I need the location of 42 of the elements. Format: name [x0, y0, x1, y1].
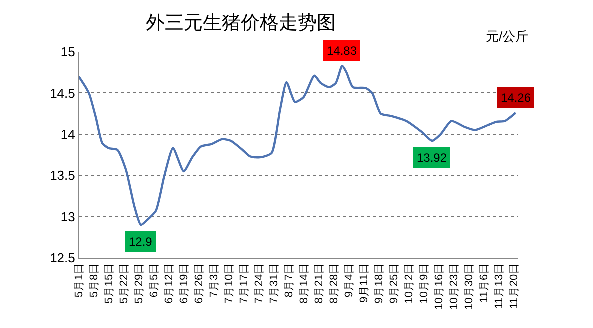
x-tick-label: 5月1日 [74, 263, 86, 298]
x-tick-label: 5月22日 [118, 263, 131, 304]
x-tick-label: 7月17日 [238, 263, 250, 304]
x-tick-label: 5月8日 [88, 263, 101, 298]
x-tick-label: 10月9日 [418, 263, 430, 304]
y-tick-label: 13.5 [50, 168, 76, 184]
x-tick-label: 8月21日 [313, 263, 326, 304]
x-tick-label: 11月13日 [493, 263, 506, 310]
y-tick-label: 13 [60, 209, 76, 224]
x-tick-label: 9月4日 [343, 263, 356, 298]
annotation: 12.9 [129, 235, 153, 249]
x-tick-label: 11月6日 [478, 263, 490, 303]
x-tick-label: 7月24日 [253, 263, 266, 304]
y-tick-label: 15 [60, 44, 76, 60]
x-tick-label: 7月31日 [268, 263, 280, 304]
chart-title: 外三元生猪价格走势图 [146, 12, 336, 34]
x-tick-label: 7月3日 [208, 263, 220, 298]
x-tick-label: 8月7日 [283, 263, 296, 298]
y-axis-title: 元/公斤 [486, 29, 529, 44]
x-tick-label: 8月14日 [298, 263, 310, 304]
x-tick-label: 10月23日 [448, 263, 460, 310]
x-tick-label: 7月10日 [223, 263, 236, 304]
x-tick-label: 11月20日 [508, 263, 520, 310]
x-tick-label: 6月5日 [148, 263, 161, 298]
x-tick-label: 9月11日 [358, 263, 370, 303]
annotation: 14.26 [501, 91, 532, 105]
annotation: 13.92 [417, 151, 448, 165]
y-tick-label: 12.5 [50, 250, 76, 266]
x-tick-label: 8月28日 [328, 263, 340, 304]
x-tick-label: 10月2日 [403, 263, 416, 304]
x-tick-label: 9月18日 [373, 263, 386, 304]
x-tick-label: 5月15日 [104, 263, 116, 304]
annotation: 14.83 [327, 44, 358, 58]
x-tick-label: 6月12日 [164, 263, 176, 304]
y-tick-label: 14 [60, 126, 76, 142]
x-tick-label: 9月25日 [388, 263, 400, 304]
x-tick-label: 5月29日 [134, 263, 146, 304]
x-tick-label: 6月26日 [193, 263, 206, 304]
x-tick-label: 6月19日 [178, 263, 191, 304]
x-tick-label: 10月16日 [433, 263, 446, 310]
x-tick-label: 10月30日 [463, 263, 476, 310]
y-tick-label: 14.5 [50, 86, 76, 101]
